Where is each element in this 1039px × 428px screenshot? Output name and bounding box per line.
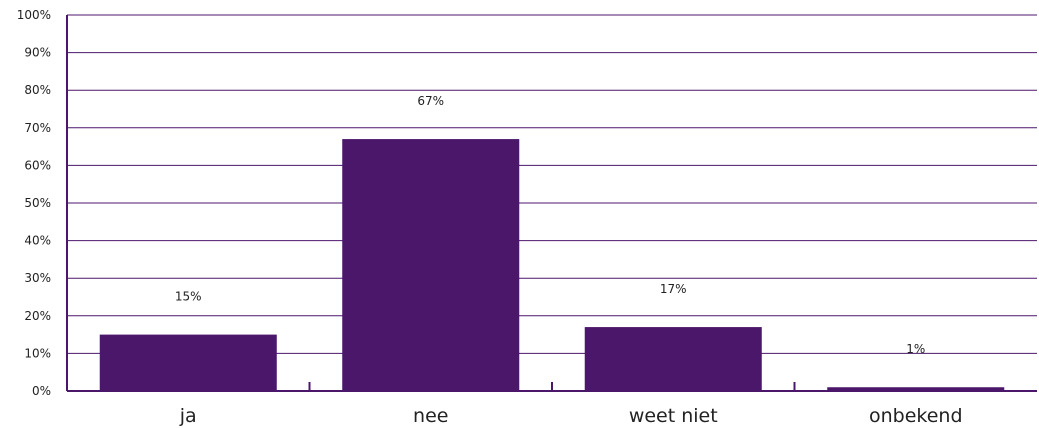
x-tick-label: ja (179, 405, 197, 427)
y-tick-label: 100% (17, 8, 51, 22)
y-tick-label: 0% (32, 384, 51, 398)
bar (99, 334, 277, 391)
bar (827, 387, 1005, 391)
y-tick-label: 20% (24, 309, 51, 323)
y-tick-label: 40% (24, 234, 51, 248)
y-tick-label: 10% (24, 346, 51, 360)
x-tick-label: onbekend (869, 405, 963, 427)
y-tick-label: 30% (24, 271, 51, 285)
gridlines (67, 14, 1037, 354)
bar (584, 327, 762, 391)
bar (342, 139, 520, 391)
y-tick-label: 60% (24, 158, 51, 172)
y-axis-tick-labels: 0% 10% 20% 30% 40% 50% 60% 70% 80% 90% 100% (17, 8, 51, 398)
data-label: 15% (175, 290, 202, 304)
y-tick-label: 90% (24, 46, 51, 60)
y-tick-label: 50% (24, 196, 51, 210)
x-axis-tick-labels: ja nee weet niet onbekend (179, 405, 963, 427)
data-label: 1% (906, 342, 925, 356)
data-labels: 15% 67% 17% 1% (175, 94, 925, 356)
data-label: 67% (417, 94, 444, 108)
data-label: 17% (660, 282, 687, 296)
bars (99, 139, 1005, 391)
x-tick-label: weet niet (629, 405, 718, 427)
y-tick-label: 80% (24, 83, 51, 97)
x-tick-label: nee (413, 405, 448, 427)
axes (66, 15, 1037, 392)
y-tick-label: 70% (24, 121, 51, 135)
